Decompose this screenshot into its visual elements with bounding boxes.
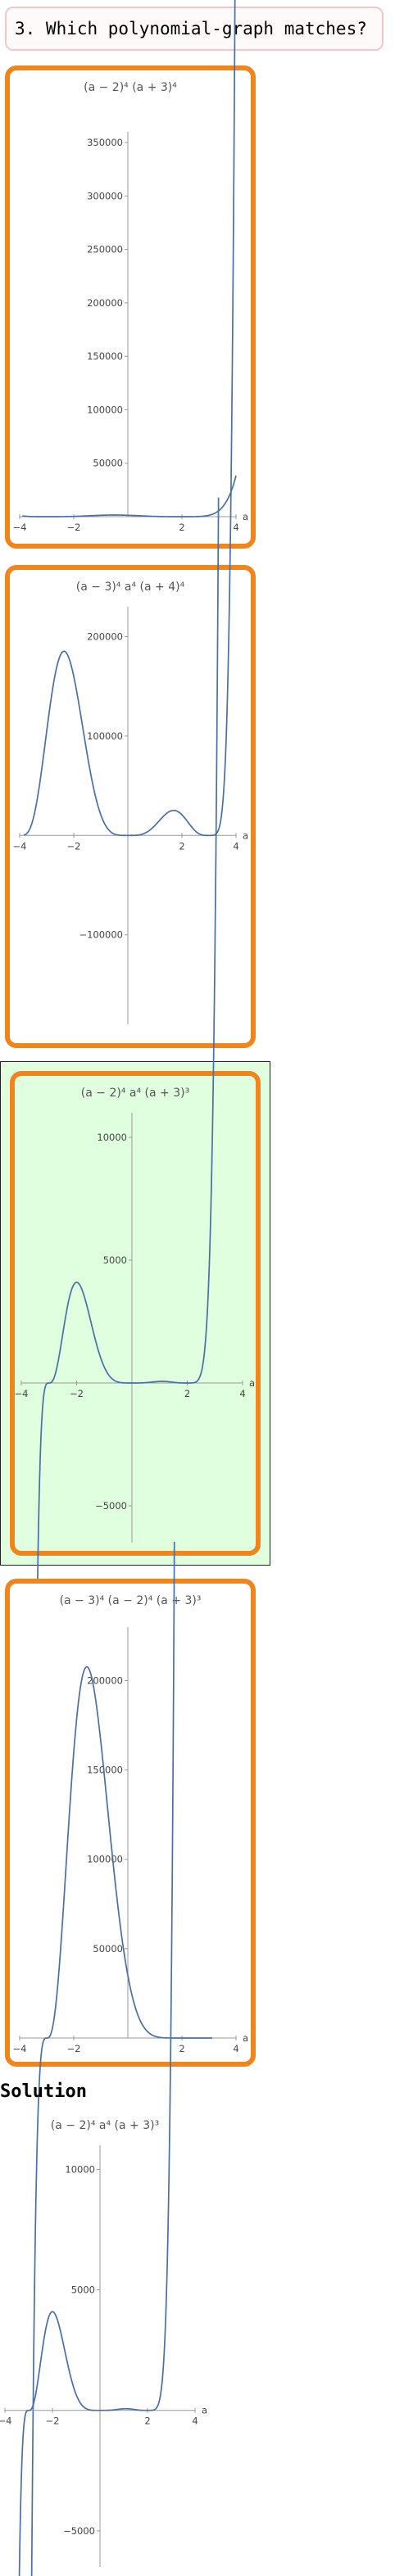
y-tick-label: 100000 xyxy=(87,404,123,415)
polynomial-curve xyxy=(33,497,220,2000)
y-tick-label: 150000 xyxy=(87,1765,123,1776)
y-tick-label: 5000 xyxy=(71,2285,95,2296)
x-tick-label: 2 xyxy=(179,840,184,852)
polynomial-curve xyxy=(30,1665,212,2576)
x-tick-label: 4 xyxy=(233,2043,238,2054)
x-tick-label: −2 xyxy=(67,522,81,533)
polynomial-curve xyxy=(18,1541,175,2576)
x-axis-label: a xyxy=(249,1377,255,1389)
solution-heading: Solution xyxy=(0,2081,87,2102)
x-tick-label: −2 xyxy=(70,1388,84,1399)
solution-graph-container: (a − 2)⁴ a⁴ (a + 3)³ a −4 −2 2 4 −5000 5000 1000… xyxy=(0,1541,213,2576)
graph-title: (a − 3)⁴ (a − 2)⁴ (a + 3)³ xyxy=(60,1594,202,1607)
x-tick-label: 2 xyxy=(179,2043,184,2054)
y-tick-label: −5000 xyxy=(63,2525,95,2537)
y-tick-label: 5000 xyxy=(103,1254,127,1266)
y-tick-label: 250000 xyxy=(87,244,123,255)
y-tick-label: 10000 xyxy=(65,2163,95,2175)
x-tick-label: −4 xyxy=(13,522,27,533)
y-tick-label: 300000 xyxy=(87,190,123,201)
polynomial-curve xyxy=(23,0,236,837)
x-tick-label: 2 xyxy=(144,2416,150,2427)
option-graph-1: (a − 2)⁴ (a + 3)⁴ a −4 −2 2 4 50000 100000 15000… xyxy=(13,81,249,533)
graph-title: (a − 3)⁴ a⁴ (a + 4)⁴ xyxy=(76,581,185,594)
y-tick-label: 200000 xyxy=(87,297,123,309)
y-tick-label: 100000 xyxy=(87,730,123,742)
x-tick-label: 4 xyxy=(239,1388,245,1399)
graph-title: (a − 2)⁴ a⁴ (a + 3)³ xyxy=(81,1087,189,1100)
x-tick-label: −2 xyxy=(46,2416,60,2427)
x-tick-label: 4 xyxy=(233,840,238,852)
polynomial-curve xyxy=(22,475,237,517)
x-axis-label: a xyxy=(202,2405,207,2416)
x-tick-label: 4 xyxy=(233,522,238,533)
option-card-2[interactable]: (a − 3)⁴ a⁴ (a + 4)⁴ a −4 −2 2 4 −100000 100000… xyxy=(5,0,256,1048)
y-tick-label: −100000 xyxy=(79,929,123,941)
x-axis-label: a xyxy=(243,511,248,522)
y-tick-label: 200000 xyxy=(87,630,123,642)
y-tick-label: 200000 xyxy=(87,1674,123,1686)
x-tick-label: −4 xyxy=(13,840,27,852)
option-graph-2: (a − 3)⁴ a⁴ (a + 4)⁴ a −4 −2 2 4 −100000 100000… xyxy=(13,0,248,1024)
question-text: 3. Which polynomial-graph matches? xyxy=(15,19,367,38)
x-tick-label: 2 xyxy=(184,1388,190,1399)
x-tick-label: −2 xyxy=(67,840,81,852)
y-tick-label: 50000 xyxy=(93,458,123,469)
solution-graph: (a − 2)⁴ a⁴ (a + 3)³ a −4 −2 2 4 −5000 5000 1000… xyxy=(0,1541,207,2576)
x-axis-label: a xyxy=(243,829,248,841)
x-tick-label: −4 xyxy=(15,1388,29,1399)
y-tick-label: −5000 xyxy=(95,1500,127,1512)
x-tick-label: −4 xyxy=(0,2416,11,2427)
x-tick-label: 4 xyxy=(192,2416,198,2427)
x-tick-label: 2 xyxy=(179,522,184,533)
y-tick-label: 100000 xyxy=(87,1854,123,1865)
graph-title: (a − 2)⁴ a⁴ (a + 3)³ xyxy=(51,2119,159,2132)
question-box: 3. Which polynomial-graph matches? xyxy=(5,7,384,51)
option-graph-4: (a − 3)⁴ (a − 2)⁴ (a + 3)³ a −4 −2 2 4 50000 10… xyxy=(13,1594,248,2576)
x-axis-label: a xyxy=(243,2032,248,2044)
y-tick-label: 150000 xyxy=(87,350,123,362)
option-card-1[interactable]: (a − 2)⁴ (a + 3)⁴ a −4 −2 2 4 50000 100000 15000… xyxy=(5,66,256,549)
option-card-4[interactable]: (a − 3)⁴ (a − 2)⁴ (a + 3)³ a −4 −2 2 4 50000 10… xyxy=(5,1579,256,2576)
x-tick-label: −4 xyxy=(13,2043,27,2054)
option-graph-3: (a − 2)⁴ a⁴ (a + 3)³ a −4 −2 2 4 −5000 5000 1000… xyxy=(15,497,255,2000)
y-tick-label: 10000 xyxy=(97,1132,127,1143)
y-tick-label: 50000 xyxy=(93,1943,123,1955)
x-tick-label: −2 xyxy=(67,2043,81,2054)
option-card-3[interactable]: (a − 2)⁴ a⁴ (a + 3)³ a −4 −2 2 4 −5000 5000 1000… xyxy=(10,497,261,2000)
y-tick-label: 350000 xyxy=(87,137,123,148)
graph-title: (a − 2)⁴ (a + 3)⁴ xyxy=(84,81,177,94)
